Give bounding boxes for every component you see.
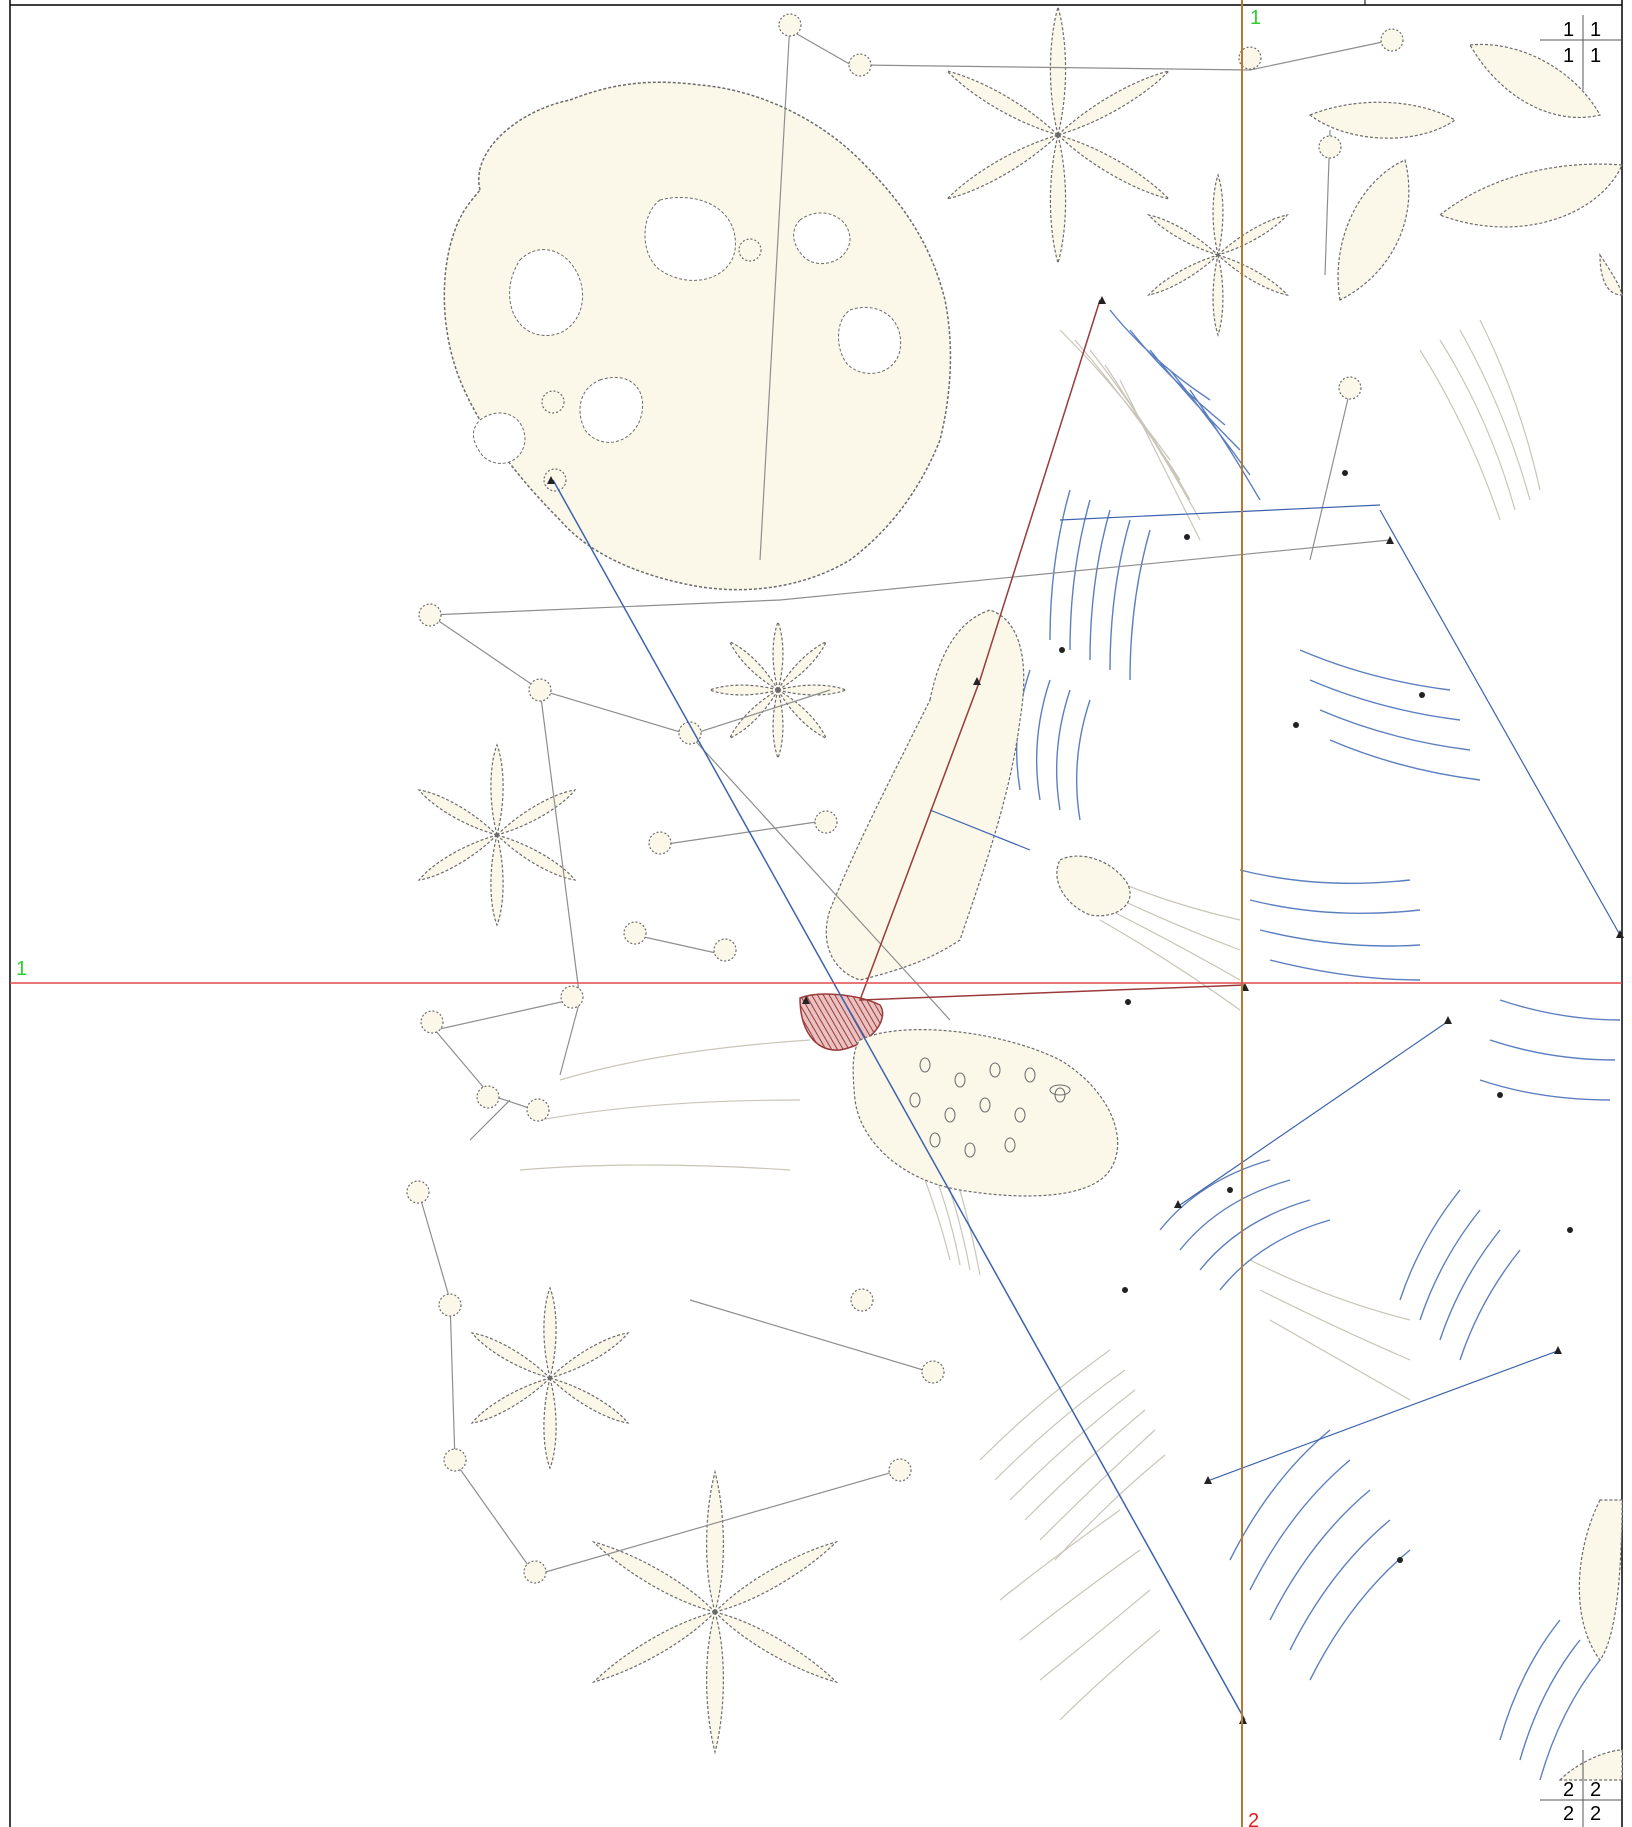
- flower-top: [945, 4, 1171, 266]
- marker-bottom-left-digit: 1: [1563, 45, 1574, 67]
- cat-head-outline[interactable]: [825, 609, 1131, 981]
- marker-top-left-digit: 1: [1563, 19, 1574, 41]
- page-frame: [9, 0, 1623, 1827]
- flowers[interactable]: [416, 4, 1290, 1755]
- vertical-guide-bottom-label: 2: [1248, 1810, 1259, 1827]
- page-marker-bottom-right: 2 2 2 2: [1540, 1750, 1622, 1827]
- marker-top-left-digit: 2: [1563, 1779, 1574, 1801]
- marker-bottom-right-digit: 2: [1590, 1803, 1601, 1825]
- marker-bottom-left-digit: 2: [1563, 1803, 1574, 1825]
- flower-lower-left: [470, 1286, 630, 1470]
- travel-lines: [552, 299, 1621, 1721]
- moon-shape[interactable]: [443, 81, 952, 591]
- flower-bottom: [591, 1469, 839, 1755]
- vertical-guide-top-label: 1: [1250, 7, 1261, 29]
- leaves-top-right[interactable]: [1308, 43, 1623, 1781]
- page-marker-top-right: 1 1 1 1: [1540, 15, 1622, 90]
- flower-right-small: [1147, 173, 1289, 337]
- stitch-point-markers: [547, 296, 1624, 1724]
- marker-top-right-digit: 2: [1590, 1779, 1601, 1801]
- flower-left: [417, 743, 577, 927]
- flower-mid: [708, 620, 848, 760]
- constellation-dots[interactable]: [406, 13, 1404, 1584]
- blue-fur-stitches: [1015, 309, 1621, 1781]
- marker-bottom-right-digit: 1: [1590, 45, 1601, 67]
- marker-top-right-digit: 1: [1590, 19, 1601, 41]
- horizontal-page-guide: 1: [10, 958, 1622, 984]
- cat-muzzle[interactable]: [852, 1029, 1119, 1197]
- vertical-page-guide: 1 2: [1241, 0, 1261, 1827]
- horizontal-guide-left-label: 1: [16, 958, 27, 980]
- red-nose-patch[interactable]: [799, 993, 884, 1051]
